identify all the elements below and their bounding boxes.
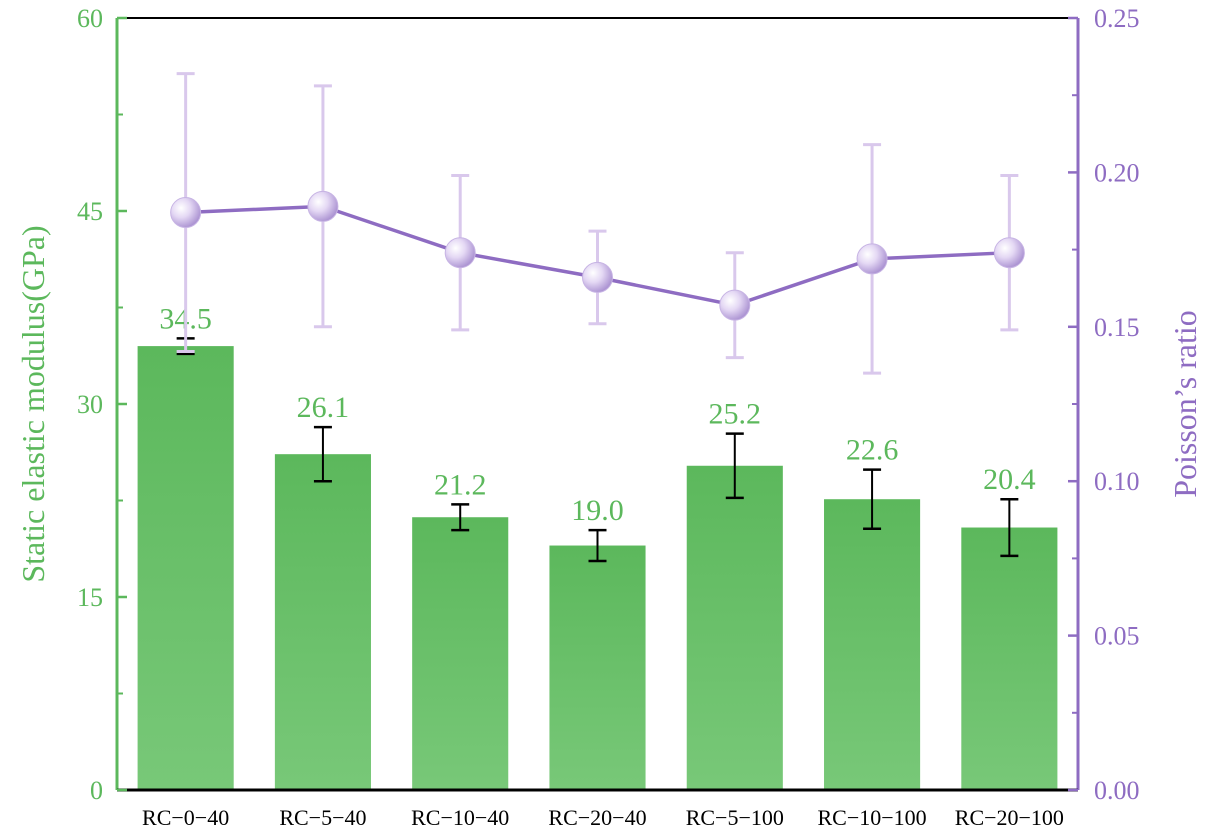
bar-2 [412, 517, 509, 790]
left-tick-label-3: 45 [77, 197, 103, 226]
poisson-point-0 [170, 197, 202, 229]
right-tick-label-4: 0.20 [1094, 158, 1140, 187]
x-tick-label-3: RC−20−40 [548, 805, 646, 830]
x-tick-label-4: RC−5−100 [686, 805, 784, 830]
right-tick-label-0: 0.00 [1094, 776, 1140, 805]
x-tick-label-2: RC−10−40 [411, 805, 509, 830]
poisson-point-5 [856, 243, 888, 275]
right-tick-label-5: 0.25 [1094, 4, 1140, 33]
bar-4 [686, 465, 783, 790]
x-axis-labels: RC−0−40 RC−5−40 RC−10−40 RC−20−40 RC−5−100 RC… [142, 805, 1064, 830]
bar-value-label-3: 19.0 [571, 494, 624, 527]
x-tick-label-5: RC−10−100 [817, 805, 926, 830]
bar-series [137, 346, 1058, 790]
right-y-axis-ticks: 0.00 0.05 0.10 0.15 0.20 0.25 [1068, 4, 1140, 805]
bar-value-label-4: 25.2 [709, 398, 762, 431]
right-tick-label-1: 0.05 [1094, 622, 1140, 651]
bar-3 [549, 545, 646, 790]
x-tick-label-6: RC−20−100 [955, 805, 1064, 830]
bar-value-label-1: 26.1 [297, 391, 350, 424]
bar-value-label-6: 20.4 [983, 463, 1036, 496]
poisson-point-3 [582, 261, 613, 293]
bar-value-label-5: 22.6 [846, 434, 899, 467]
left-tick-label-4: 60 [77, 4, 103, 33]
right-tick-label-3: 0.15 [1094, 313, 1140, 342]
bar-1 [274, 454, 371, 790]
poisson-point-2 [444, 237, 476, 269]
bar-error-bars [176, 337, 1019, 563]
poisson-point-1 [307, 190, 339, 222]
bar-0 [137, 346, 234, 790]
bar-value-label-2: 21.2 [434, 468, 487, 501]
poisson-point-6 [993, 237, 1025, 269]
left-tick-label-1: 15 [77, 583, 103, 612]
x-tick-label-1: RC−5−40 [279, 805, 366, 830]
poisson-error-bars [176, 72, 1019, 375]
poisson-point-4 [719, 289, 751, 321]
right-y-axis-title: Poisson’s ratio [1167, 310, 1203, 498]
left-y-axis-title: Static elastic modulus(GPa) [15, 225, 51, 582]
left-tick-label-0: 0 [90, 776, 103, 805]
right-tick-label-2: 0.10 [1094, 467, 1140, 496]
bar-5 [824, 499, 921, 790]
left-y-axis-ticks: 0 15 30 45 60 [77, 4, 127, 805]
x-tick-label-0: RC−0−40 [142, 805, 229, 830]
left-tick-label-2: 30 [77, 390, 103, 419]
bar-6 [961, 527, 1058, 790]
poisson-points [170, 190, 1025, 321]
